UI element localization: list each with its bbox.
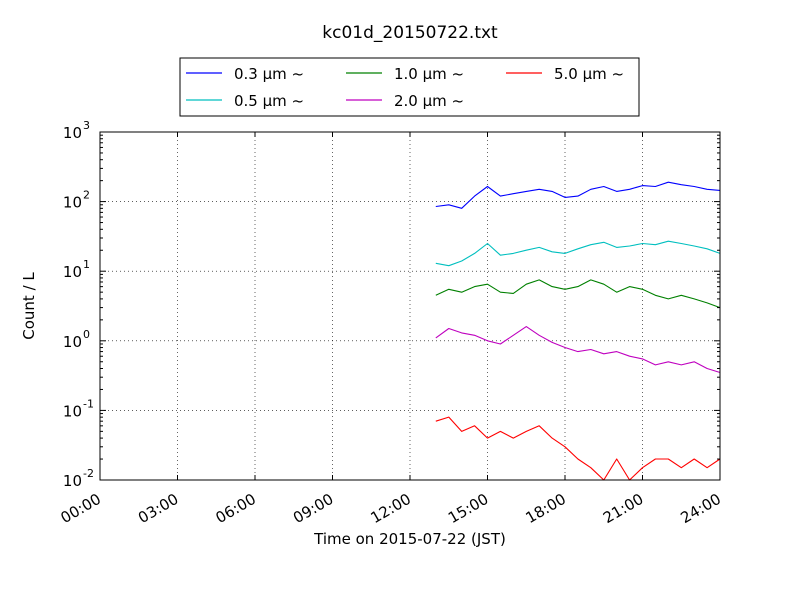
y-tick-label: 10 <box>63 263 82 281</box>
legend-label: 2.0 μm ~ <box>394 92 464 110</box>
y-tick-exponent: -1 <box>83 397 94 410</box>
y-tick-exponent: -2 <box>83 467 94 480</box>
y-tick-exponent: 0 <box>83 328 90 341</box>
y-tick-label: 10 <box>63 333 82 351</box>
y-tick-exponent: 1 <box>83 258 90 271</box>
y-tick-label: 10 <box>63 402 82 420</box>
y-tick-label: 10 <box>63 194 82 212</box>
legend-label: 1.0 μm ~ <box>394 65 464 83</box>
legend: 0.3 μm ~ 0.5 μm ~ 1.0 μm ~ 2.0 μm ~ 5.0 μm ~ <box>180 58 639 116</box>
y-tick-label: 10 <box>63 472 82 490</box>
y-axis-label: Count / L <box>20 272 38 340</box>
y-tick-exponent: 3 <box>83 119 90 132</box>
y-tick-exponent: 2 <box>83 189 90 202</box>
chart-title: kc01d_20150722.txt <box>322 23 498 43</box>
legend-label: 5.0 μm ~ <box>554 65 624 83</box>
x-axis-label: Time on 2015-07-22 (JST) <box>313 530 506 548</box>
legend-label: 0.5 μm ~ <box>234 92 304 110</box>
y-tick-label: 10 <box>63 124 82 142</box>
legend-label: 0.3 μm ~ <box>234 65 304 83</box>
